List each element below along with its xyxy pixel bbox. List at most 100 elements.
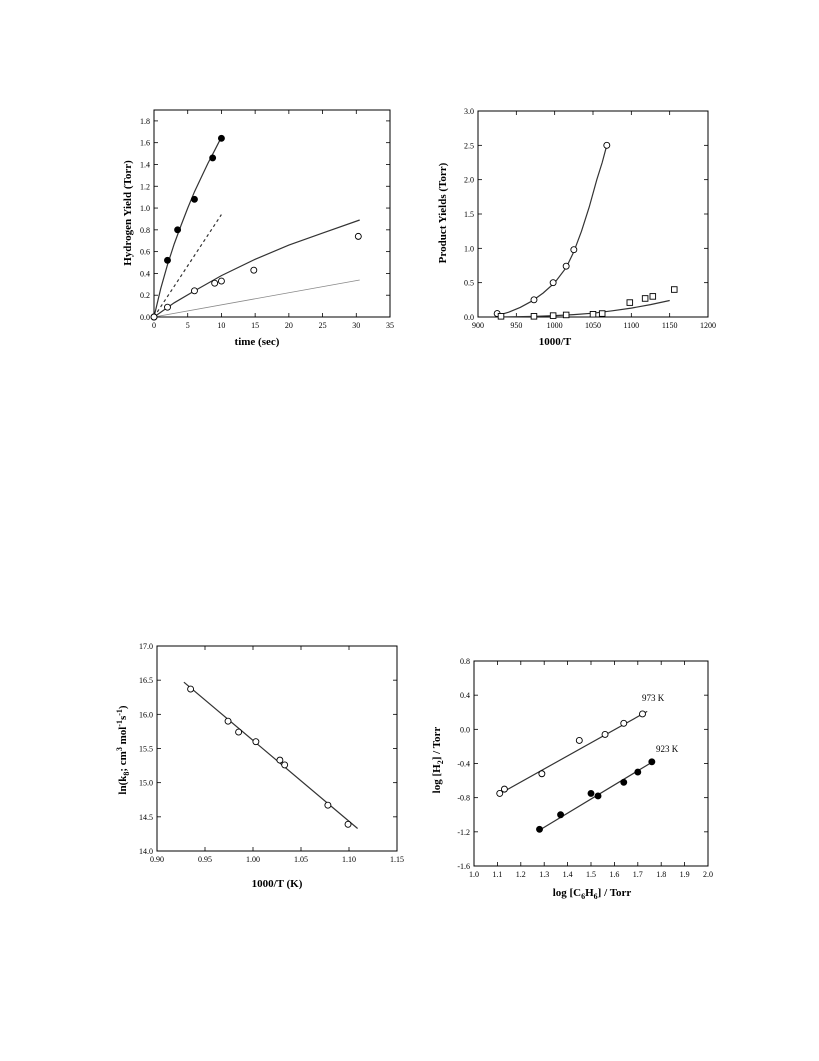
fit-line-1-3: [153, 279, 360, 318]
x-tick-label-4-4: 1.4: [563, 870, 573, 879]
y3-part-2: ; cm: [117, 751, 129, 771]
y3-part-0: ln(k: [117, 775, 129, 795]
point-3-0-7: [344, 820, 352, 828]
x-tick-label-3-5: 1.15: [390, 855, 404, 864]
y3-part-8: ): [117, 705, 129, 709]
x-tick-label-4-7: 1.7: [633, 870, 643, 879]
y-tick-label-1-0: 0.0: [140, 313, 150, 322]
y-tick-label-3-0: 14.0: [139, 847, 153, 856]
point-1-0-3: [191, 195, 198, 203]
point-2-1-2: [549, 312, 557, 319]
x-tick-label-1-4: 20: [285, 321, 293, 330]
x-tick-label-1-1: 5: [186, 321, 190, 330]
point-4-1-5: [634, 768, 642, 776]
annotation-923K: 923 K: [656, 744, 679, 754]
plot-frame-4: [473, 660, 709, 867]
x-tick-label-4-6: 1.6: [609, 870, 619, 879]
x-tick-label-4-0: 1.0: [469, 870, 479, 879]
point-4-0-6: [639, 710, 646, 718]
point-1-0-1: [164, 256, 171, 264]
x-tick-label-2-4: 1100: [623, 321, 639, 330]
y-tick-label-2-2: 1.0: [464, 244, 474, 253]
y-tick-label-1-3: 0.6: [140, 248, 150, 257]
point-2-1-1: [530, 313, 538, 320]
y3-part-3: 3: [115, 747, 124, 751]
point-1-1-6: [354, 232, 362, 240]
point-1-1-4: [217, 277, 225, 285]
point-4-1-4: [620, 778, 628, 786]
point-4-0-4: [601, 731, 609, 738]
y-tick-label-1-9: 1.8: [140, 117, 150, 126]
fit-line-1-1: [153, 214, 222, 318]
point-1-0-4: [209, 154, 217, 162]
point-2-1-3: [562, 311, 570, 319]
fit-line-1-0: [153, 136, 222, 318]
plot-area-3: 0.90 0.95 1.00 1.05 1.10 1.15 14.0 14.5 15.0 15.5…: [139, 642, 404, 864]
y-tick-label-3-2: 15.0: [139, 779, 153, 788]
point-3-0-3: [252, 738, 260, 746]
y3-part-4: mol: [117, 727, 129, 747]
x4-part-0: log [C: [553, 887, 581, 899]
point-4-0-3: [575, 736, 583, 744]
x-tick-label-4-8: 1.8: [656, 870, 666, 879]
x-axis-title-4: log [C6H6] / Torr: [553, 887, 632, 901]
y-axis-title-4: log [H2] / Torr: [431, 727, 445, 794]
y-tick-label-1-1: 0.2: [140, 291, 150, 300]
plot-area-4: 1.0 1.1 1.2 1.3 1.4 1.5 1.6 1.7 1.8 1.9 2.0 -1.6 -1.…: [457, 657, 713, 879]
point-1-1-1: [164, 303, 171, 311]
point-3-0-4: [276, 756, 284, 764]
y-tick-label-2-0: 0.0: [464, 313, 474, 322]
point-2-0-1: [530, 296, 538, 304]
panel-log-h2: 1.0 1.1 1.2 1.3 1.4 1.5 1.6 1.7 1.8 1.9 2.0 -1.6 -1.…: [431, 657, 713, 901]
y4-part-0: log [H: [431, 764, 443, 793]
point-1-1-0: [150, 313, 158, 321]
annotation-973K: 973 K: [642, 693, 665, 703]
y-tick-label-2-5: 2.5: [464, 141, 474, 150]
plot-area-1: 0 5 10 15 20 25 30 35 0.0 0.2 0.4 0.6 0.8 1.0 1.2 1.4 1.…: [140, 109, 394, 330]
y3-part-1: 8: [122, 772, 131, 776]
point-4-1-2: [587, 789, 595, 797]
y-axis-title-3: ln(k8; cm3 mol-1s-1): [115, 705, 131, 795]
y-tick-label-2-1: 0.5: [464, 279, 474, 288]
fit-line-1-2: [153, 219, 360, 318]
point-1-1-2: [191, 287, 198, 295]
point-2-0-2: [549, 279, 557, 287]
point-2-1-0: [497, 313, 505, 320]
point-4-0-1: [500, 785, 508, 793]
x-tick-label-2-0: 900: [472, 321, 484, 330]
x-tick-label-1-0: 0: [152, 321, 156, 330]
point-4-0-5: [620, 719, 628, 727]
point-3-0-0: [187, 685, 195, 693]
x4-part-2: H: [585, 887, 594, 899]
x-tick-label-2-5: 1150: [662, 321, 678, 330]
y-tick-label-1-6: 1.2: [140, 182, 150, 191]
point-1-1-5: [250, 266, 258, 274]
point-2-1-9: [671, 286, 678, 293]
point-3-0-5: [281, 761, 289, 769]
y3-part-7: -1: [115, 709, 124, 716]
x-tick-label-1-2: 10: [217, 321, 225, 330]
point-1-1-3: [211, 279, 219, 287]
point-4-1-6: [648, 758, 656, 766]
x-axis-title-3: 1000/T (K): [252, 878, 303, 890]
y4-part-2: ] / Torr: [431, 727, 443, 761]
y-tick-label-4-3: -0.4: [457, 760, 470, 769]
point-2-1-5: [598, 310, 606, 317]
y-tick-label-2-6: 3.0: [464, 107, 474, 116]
y-tick-label-3-5: 16.5: [139, 676, 153, 685]
x-tick-label-1-6: 30: [352, 321, 360, 330]
point-1-0-2: [174, 226, 182, 234]
point-1-0-5: [217, 134, 225, 142]
y-tick-label-1-5: 1.0: [140, 204, 150, 213]
y-tick-label-2-4: 2.0: [464, 176, 474, 185]
x4-part-1: 6: [581, 892, 585, 901]
fit-line-3-0: [183, 681, 358, 829]
point-2-1-7: [641, 295, 649, 302]
plot-frame-2: [477, 110, 709, 318]
plot-area-2: 900 950 1000 1050 1100 1150 1200 0.0 0.5 1.0 1.5 2.…: [464, 107, 716, 330]
panel-product-yields: 900 950 1000 1050 1100 1150 1200 0.0 0.5 1.0 1.5 2.…: [437, 107, 716, 348]
y-tick-label-1-7: 1.4: [140, 160, 150, 169]
x-tick-label-3-1: 0.95: [198, 855, 212, 864]
x-tick-label-3-2: 1.00: [246, 855, 260, 864]
y-tick-label-4-6: 0.8: [460, 657, 470, 666]
